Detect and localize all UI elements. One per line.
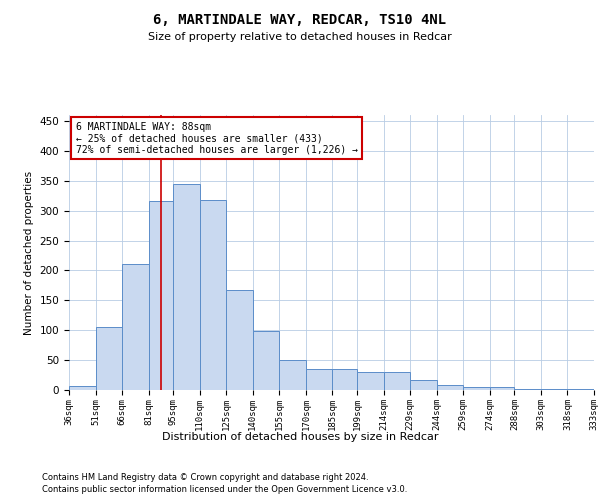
Bar — [306, 369, 332, 390]
Bar — [332, 369, 357, 390]
Text: Distribution of detached houses by size in Redcar: Distribution of detached houses by size … — [162, 432, 438, 442]
Bar — [69, 386, 95, 390]
Bar — [514, 389, 541, 390]
Bar — [357, 372, 383, 390]
Bar — [122, 264, 149, 390]
Bar — [226, 290, 253, 390]
Text: Size of property relative to detached houses in Redcar: Size of property relative to detached ho… — [148, 32, 452, 42]
Bar — [200, 200, 226, 390]
Text: 6, MARTINDALE WAY, REDCAR, TS10 4NL: 6, MARTINDALE WAY, REDCAR, TS10 4NL — [154, 12, 446, 26]
Bar — [383, 372, 410, 390]
Bar — [95, 327, 122, 390]
Bar — [149, 201, 173, 390]
Text: Contains HM Land Registry data © Crown copyright and database right 2024.: Contains HM Land Registry data © Crown c… — [42, 472, 368, 482]
Text: 6 MARTINDALE WAY: 88sqm
← 25% of detached houses are smaller (433)
72% of semi-d: 6 MARTINDALE WAY: 88sqm ← 25% of detache… — [76, 122, 358, 155]
Bar — [490, 387, 514, 390]
Bar — [463, 387, 490, 390]
Bar — [437, 384, 463, 390]
Y-axis label: Number of detached properties: Number of detached properties — [24, 170, 34, 334]
Bar — [280, 360, 306, 390]
Bar — [253, 332, 280, 390]
Bar — [410, 380, 437, 390]
Text: Contains public sector information licensed under the Open Government Licence v3: Contains public sector information licen… — [42, 485, 407, 494]
Bar — [173, 184, 200, 390]
